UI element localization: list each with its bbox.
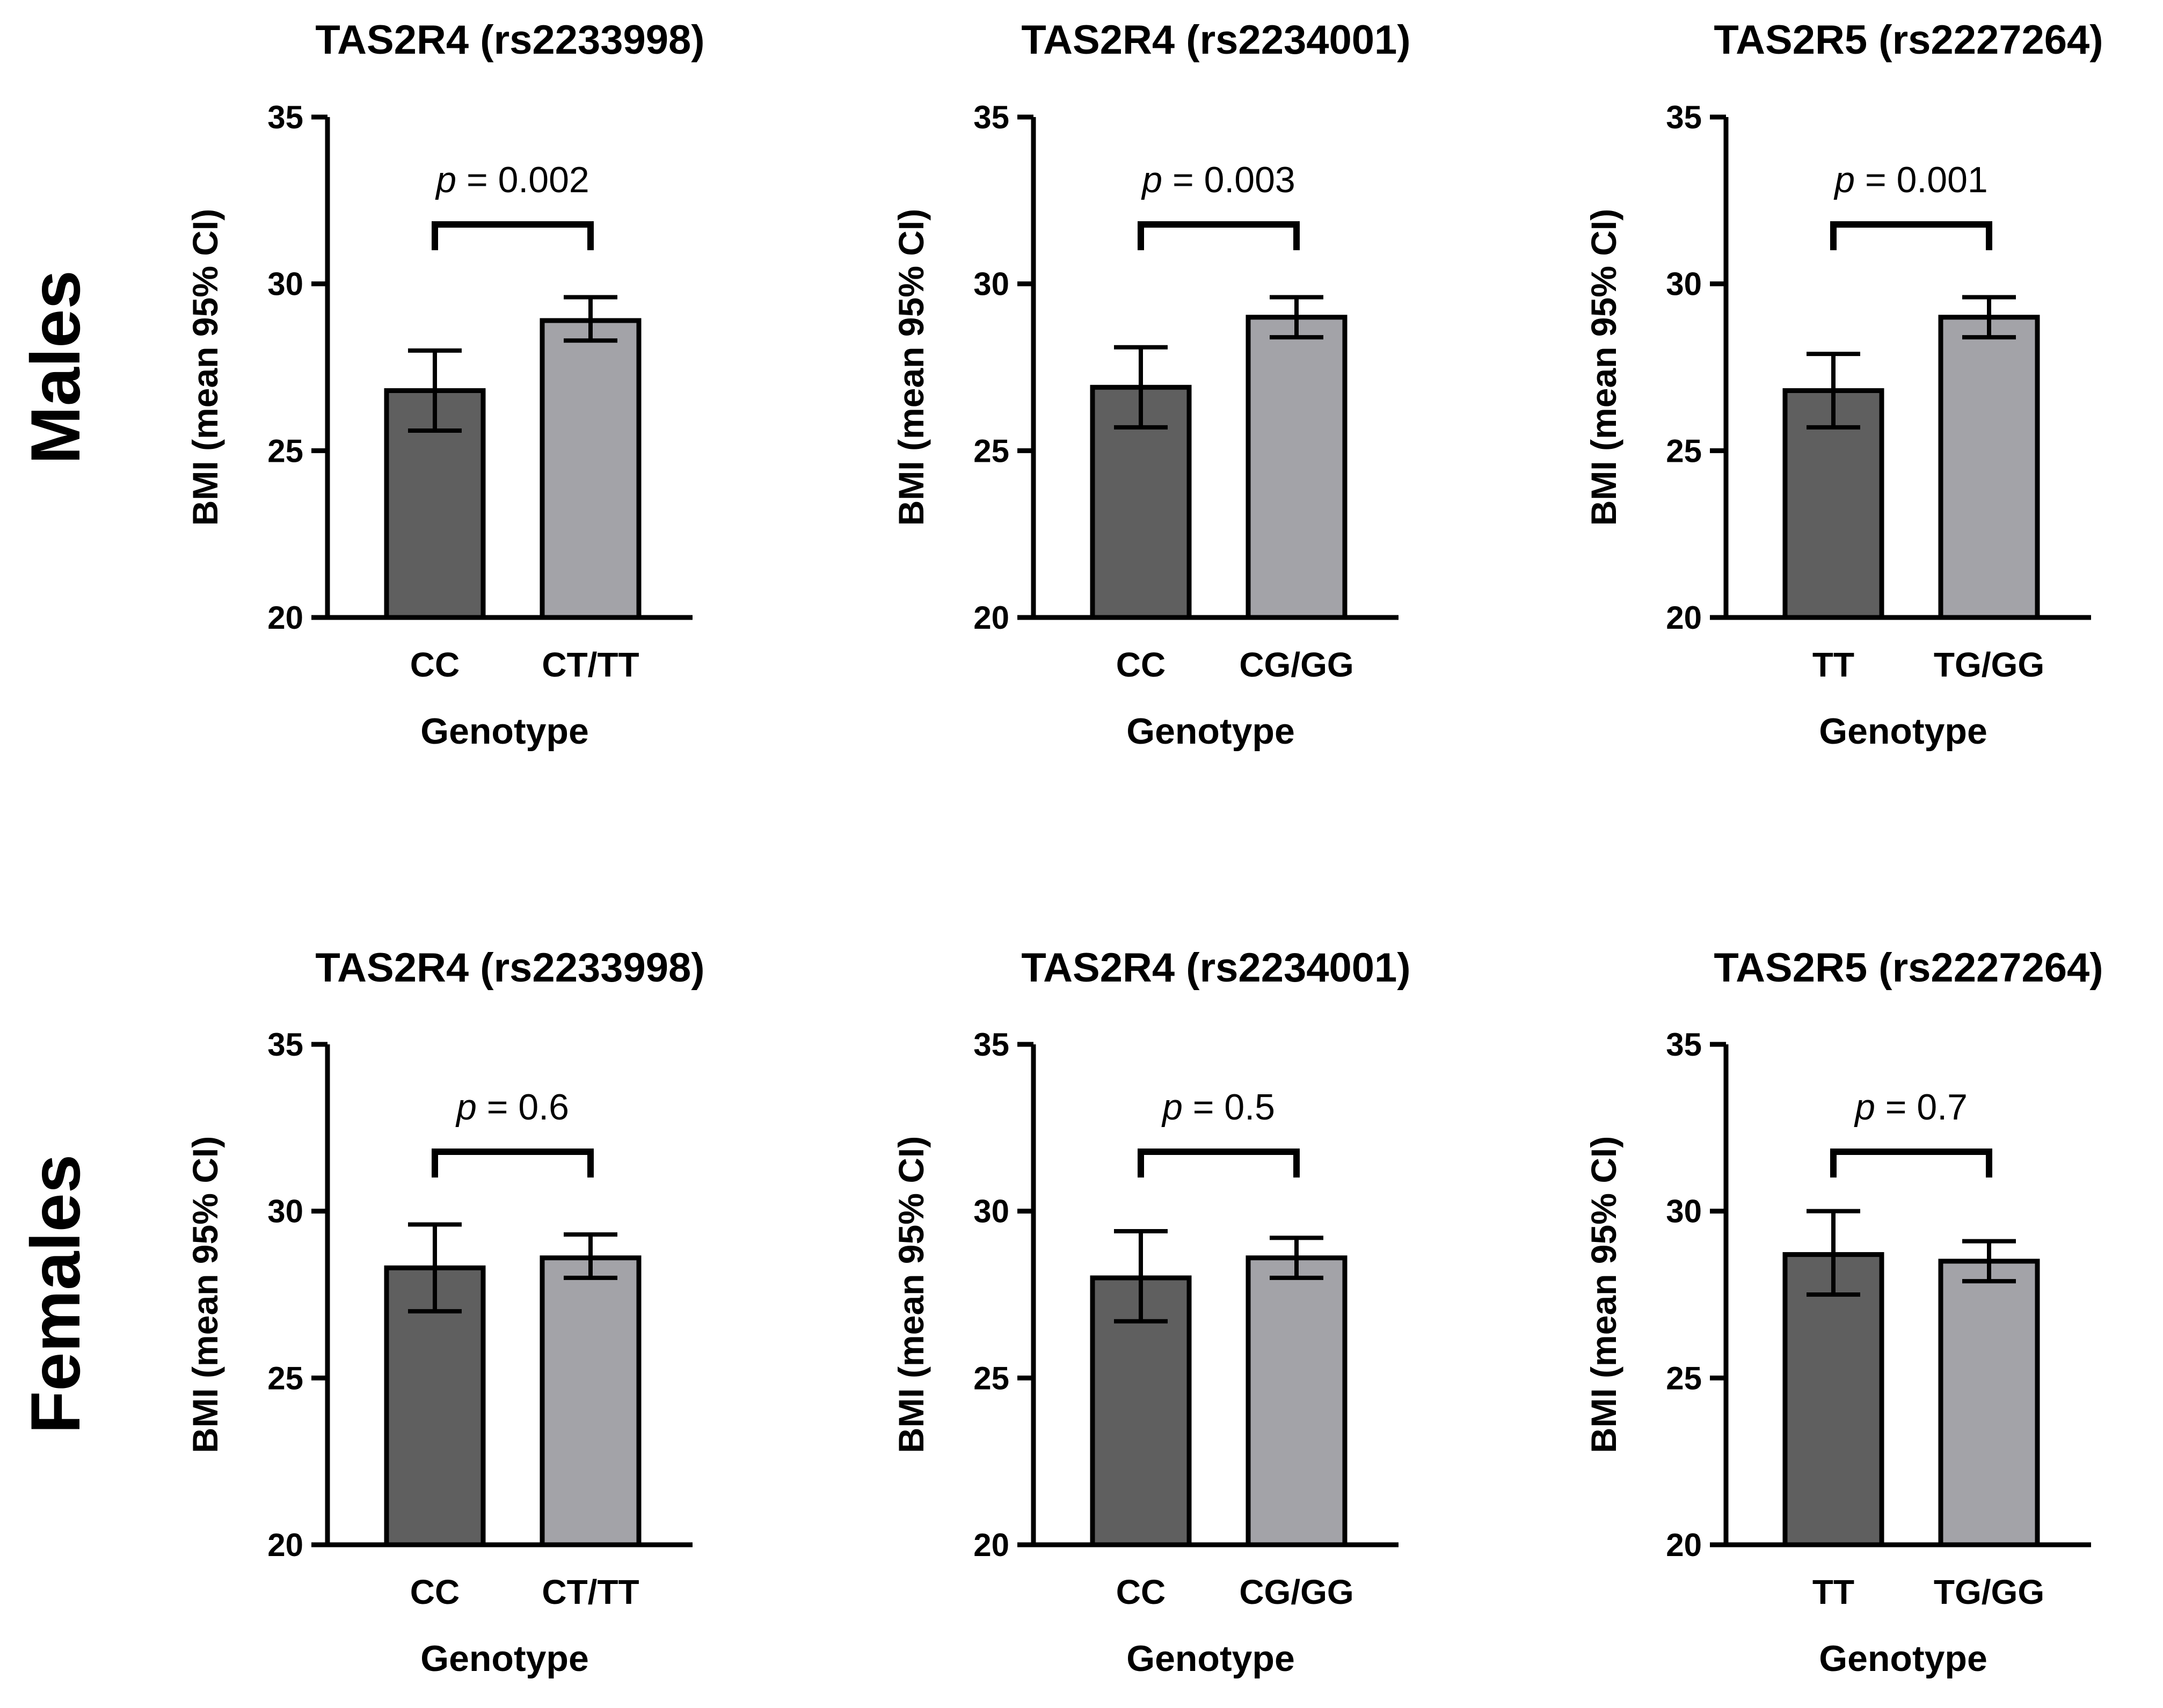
y-tick-label: 30 — [1666, 266, 1702, 302]
significance-bracket — [1830, 221, 1992, 250]
chart-title: TAS2R4 (rs2233998) — [315, 17, 704, 63]
p-value: = 0.6 — [477, 1087, 569, 1128]
x-axis-label: Genotype — [1819, 1638, 1987, 1679]
p-symbol: p — [1833, 159, 1855, 200]
y-tick-label: 25 — [267, 1360, 303, 1396]
row-label-females: Females — [16, 1154, 94, 1434]
chart-panel: TAS2R4 (rs2234001) BMI (mean 95% CI) CC CG/… — [891, 17, 1411, 752]
y-tick-label: 35 — [973, 1027, 1009, 1063]
y-tick-label: 30 — [973, 266, 1009, 302]
x-tick-label: CC — [410, 1573, 460, 1611]
chart-panel: TAS2R4 (rs2233998) BMI (mean 95% CI) CC CT/… — [185, 17, 705, 752]
y-tick-label: 30 — [267, 1194, 303, 1230]
x-tick-label: CC — [410, 645, 460, 684]
y-tick-label: 25 — [1666, 1360, 1702, 1396]
bar — [1938, 1259, 2040, 1547]
p-symbol: p — [1854, 1087, 1875, 1128]
chart-title: TAS2R5 (rs2227264) — [1714, 945, 2103, 991]
y-tick-label: 25 — [1666, 433, 1702, 469]
y-tick-label: 20 — [1666, 1527, 1702, 1563]
y-axis-label: BMI (mean 95% CI) — [891, 1136, 931, 1453]
y-tick-label: 35 — [1666, 99, 1702, 135]
y-tick-label: 25 — [267, 433, 303, 469]
x-tick-label: CG/GG — [1239, 1573, 1353, 1611]
x-axis-label: Genotype — [1126, 711, 1295, 752]
y-axis-label: BMI (mean 95% CI) — [891, 209, 931, 526]
chart-title: TAS2R4 (rs2234001) — [1021, 17, 1410, 63]
p-value-label: p = 0.7 — [1854, 1087, 1968, 1128]
bar — [1782, 1252, 1884, 1547]
p-symbol: p — [1161, 1087, 1183, 1128]
y-tick-label: 20 — [973, 1527, 1009, 1563]
x-tick-label: CT/TT — [542, 1573, 639, 1611]
y-axis-label: BMI (mean 95% CI) — [185, 1136, 225, 1453]
p-value-label: p = 0.001 — [1833, 159, 1988, 200]
p-value: = 0.003 — [1162, 159, 1295, 200]
chart-title: TAS2R5 (rs2227264) — [1714, 17, 2103, 63]
y-axis-label: BMI (mean 95% CI) — [1584, 1136, 1623, 1453]
x-axis-label: Genotype — [420, 711, 589, 752]
chart-panel: TAS2R5 (rs2227264) BMI (mean 95% CI) TT TG/… — [1584, 17, 2103, 752]
p-value-label: p = 0.6 — [455, 1087, 569, 1128]
row-label-males: Males — [16, 270, 94, 464]
x-tick-label: TG/GG — [1934, 645, 2044, 684]
y-tick-label: 20 — [267, 1527, 303, 1563]
x-axis-label: Genotype — [1126, 1638, 1295, 1679]
p-value-label: p = 0.5 — [1161, 1087, 1275, 1128]
y-axis-label: BMI (mean 95% CI) — [185, 209, 225, 526]
x-tick-label: TT — [1812, 1573, 1854, 1611]
p-value: = 0.7 — [1875, 1087, 1968, 1128]
significance-bracket — [432, 221, 594, 250]
y-tick-label: 35 — [267, 99, 303, 135]
p-symbol: p — [435, 159, 456, 200]
bar — [540, 1255, 642, 1547]
x-tick-label: CG/GG — [1239, 645, 1353, 684]
p-value: = 0.5 — [1183, 1087, 1275, 1128]
bar — [540, 318, 642, 620]
y-tick-label: 20 — [1666, 600, 1702, 636]
y-tick-label: 25 — [973, 1360, 1009, 1396]
significance-bracket — [432, 1149, 594, 1178]
y-axis-label: BMI (mean 95% CI) — [1584, 209, 1623, 526]
y-tick-label: 20 — [267, 600, 303, 636]
x-axis-label: Genotype — [1819, 711, 1987, 752]
chart-title: TAS2R4 (rs2233998) — [315, 945, 704, 991]
bar — [1246, 1255, 1348, 1547]
p-value: = 0.002 — [456, 159, 589, 200]
y-tick-label: 25 — [973, 433, 1009, 469]
x-tick-label: CC — [1116, 1573, 1166, 1611]
y-tick-label: 35 — [1666, 1027, 1702, 1063]
x-tick-label: CC — [1116, 645, 1166, 684]
y-tick-label: 30 — [973, 1194, 1009, 1230]
p-symbol: p — [1141, 159, 1162, 200]
p-value-label: p = 0.002 — [435, 159, 589, 200]
y-tick-label: 30 — [1666, 1194, 1702, 1230]
x-tick-label: TG/GG — [1934, 1573, 2044, 1611]
y-tick-label: 35 — [267, 1027, 303, 1063]
bar — [1938, 315, 2040, 620]
y-tick-label: 20 — [973, 600, 1009, 636]
p-symbol: p — [455, 1087, 477, 1128]
x-tick-label: CT/TT — [542, 645, 639, 684]
significance-bracket — [1830, 1149, 1992, 1178]
significance-bracket — [1138, 1149, 1300, 1178]
chart-panel: TAS2R4 (rs2234001) BMI (mean 95% CI) CC CG/… — [891, 945, 1411, 1679]
y-tick-label: 35 — [973, 99, 1009, 135]
x-tick-label: TT — [1812, 645, 1854, 684]
significance-bracket — [1138, 221, 1300, 250]
bar — [1246, 315, 1348, 620]
bar — [384, 1265, 486, 1547]
p-value-label: p = 0.003 — [1141, 159, 1295, 200]
y-tick-label: 30 — [267, 266, 303, 302]
chart-title: TAS2R4 (rs2234001) — [1021, 945, 1410, 991]
chart-panel: TAS2R5 (rs2227264) BMI (mean 95% CI) TT TG/… — [1584, 945, 2103, 1679]
x-axis-label: Genotype — [420, 1638, 589, 1679]
p-value: = 0.001 — [1855, 159, 1988, 200]
chart-panel: TAS2R4 (rs2233998) BMI (mean 95% CI) CC CT/… — [185, 945, 705, 1679]
